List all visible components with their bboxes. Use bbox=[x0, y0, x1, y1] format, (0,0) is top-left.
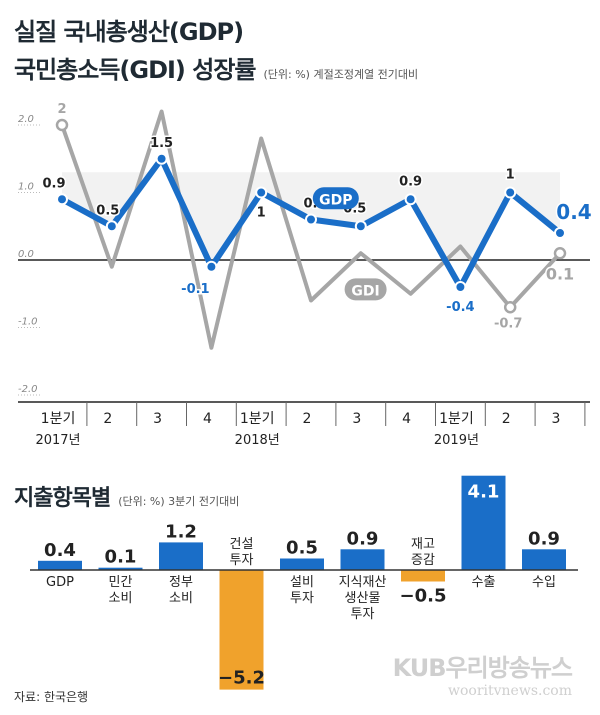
bar bbox=[401, 570, 445, 582]
gdp-point bbox=[504, 186, 517, 199]
gdp-point bbox=[205, 260, 218, 273]
bar-value-label: 0.9 bbox=[528, 528, 560, 549]
bar-category-label: 수출 bbox=[472, 575, 496, 590]
bar-value-label: −5.2 bbox=[218, 668, 265, 689]
bar-value-label: 0.4 bbox=[44, 540, 76, 561]
gdi-data-label: 2 bbox=[57, 102, 66, 117]
gdi-data-label: 0.1 bbox=[546, 264, 574, 283]
bar bbox=[159, 542, 203, 570]
bar-category-label: 소비 bbox=[169, 591, 193, 606]
y-tick-label: 1.0 bbox=[18, 182, 34, 193]
expenditure-title: 지출항목별 (단위: %) 3분기 전기대비 bbox=[14, 480, 239, 512]
x-tick-label: 1분기 bbox=[240, 411, 275, 427]
x-tick-label: 3 bbox=[352, 411, 361, 427]
gdp-point bbox=[454, 281, 467, 293]
gdp-point bbox=[354, 220, 367, 233]
gdp-data-label: 0.9 bbox=[42, 176, 65, 191]
year-label: 2017년 bbox=[35, 433, 80, 448]
year-label: 2018년 bbox=[235, 433, 280, 448]
gdi-badge-label: GDI bbox=[351, 283, 379, 299]
gdp-data-label: -0.1 bbox=[181, 282, 209, 297]
y-tick-label: -2.0 bbox=[18, 384, 38, 395]
gdp-data-label: 0.5 bbox=[96, 203, 119, 218]
bar-value-label: 0.1 bbox=[105, 547, 137, 568]
bar-category-label: 재고 bbox=[411, 537, 435, 552]
year-label: 2019년 bbox=[434, 433, 479, 448]
gdp-point bbox=[554, 227, 566, 239]
chart-title-line1: 실질 국내총생산(GDP) bbox=[14, 18, 244, 46]
growth-line-chart: 2.01.00.0-1.0-2.00.90.51.5-0.110.60.50.9… bbox=[18, 101, 593, 448]
x-tick-label: 4 bbox=[402, 411, 411, 427]
bar-category-label: 민간 bbox=[109, 575, 133, 590]
watermark-name: KUB우리방송뉴스 bbox=[392, 654, 573, 682]
y-tick-label: 2.0 bbox=[18, 114, 34, 125]
bar-category-label: 투자 bbox=[351, 607, 375, 622]
bar bbox=[461, 475, 506, 570]
watermark: KUB우리방송뉴스 wooritvnews.com bbox=[392, 648, 573, 699]
bar bbox=[280, 558, 324, 570]
gdi-point bbox=[503, 301, 517, 314]
gdp-point bbox=[255, 186, 268, 199]
watermark-url: wooritvnews.com bbox=[447, 683, 572, 699]
gdp-data-label: 0.9 bbox=[399, 174, 422, 189]
y-tick-label: -1.0 bbox=[18, 317, 38, 328]
bar-category-label: 설비 bbox=[290, 575, 314, 590]
bar-category-label: 소비 bbox=[109, 591, 133, 606]
bar-value-label: 4.1 bbox=[468, 482, 500, 503]
x-tick-label: 1분기 bbox=[41, 411, 76, 427]
gdp-data-label: 1 bbox=[506, 168, 515, 183]
bar-category-label: 건설 bbox=[230, 537, 254, 552]
x-tick-label: 3 bbox=[552, 411, 561, 427]
bar bbox=[98, 567, 143, 570]
bar bbox=[38, 560, 82, 570]
expenditure-unit-note: (단위: %) 3분기 전기대비 bbox=[118, 495, 240, 508]
gdp-point bbox=[56, 193, 68, 206]
chart-title-line2-text: 국민총소득(GDI) 성장률 bbox=[14, 56, 256, 84]
bar-category-label: 지식재산 bbox=[339, 575, 387, 590]
bar-value-label: 0.9 bbox=[347, 528, 379, 549]
bar-category-label: 증감 bbox=[411, 553, 435, 568]
x-tick-label: 2 bbox=[303, 411, 312, 427]
bar bbox=[219, 570, 264, 690]
bar-category-label: 투자 bbox=[290, 591, 314, 606]
x-tick-label: 2 bbox=[502, 411, 511, 427]
gdi-point bbox=[553, 247, 567, 260]
bar-category-label: 투자 bbox=[230, 553, 254, 568]
gdp-point bbox=[105, 220, 118, 233]
bar-category-label: 수입 bbox=[532, 575, 556, 590]
bar bbox=[522, 549, 566, 570]
gdp-point bbox=[155, 152, 168, 165]
gdp-badge bbox=[312, 187, 359, 210]
gdp-point bbox=[305, 213, 317, 226]
x-tick-label: 4 bbox=[203, 411, 212, 427]
source-note: 자료: 한국은행 bbox=[14, 690, 89, 704]
gdi-badge bbox=[344, 278, 387, 301]
bar-value-label: 0.5 bbox=[286, 538, 318, 559]
expenditure-title-text: 지출항목별 bbox=[14, 486, 111, 511]
gdp-data-label: 1 bbox=[257, 206, 266, 221]
gdi-line bbox=[60, 109, 562, 350]
gdi-data-label: -0.7 bbox=[494, 316, 522, 331]
bar bbox=[340, 549, 385, 570]
chart-title-line2: 국민총소득(GDI) 성장률 (단위: %) 계절조정계열 전기대비 bbox=[14, 50, 418, 85]
gdi-point bbox=[55, 118, 69, 132]
y-tick-label: 0.0 bbox=[18, 249, 34, 260]
gdp-badge-label: GDP bbox=[319, 192, 352, 208]
x-tick-label: 1분기 bbox=[439, 411, 474, 427]
gdp-data-label: -0.4 bbox=[446, 300, 474, 315]
bar-value-label: −0.5 bbox=[400, 586, 447, 607]
bar-category-label: 생산물 bbox=[345, 591, 381, 606]
gdp-data-label: 0.4 bbox=[556, 200, 591, 224]
x-tick-label: 3 bbox=[153, 411, 162, 427]
bar-category-label: GDP bbox=[46, 575, 74, 590]
x-tick-label: 2 bbox=[103, 411, 112, 427]
bar-category-label: 정부 bbox=[169, 575, 193, 590]
gdp-point bbox=[404, 193, 417, 206]
bar-value-label: 1.2 bbox=[165, 521, 197, 542]
gdp-data-label: 1.5 bbox=[150, 136, 173, 151]
unit-note: (단위: %) 계절조정계열 전기대비 bbox=[263, 68, 419, 81]
